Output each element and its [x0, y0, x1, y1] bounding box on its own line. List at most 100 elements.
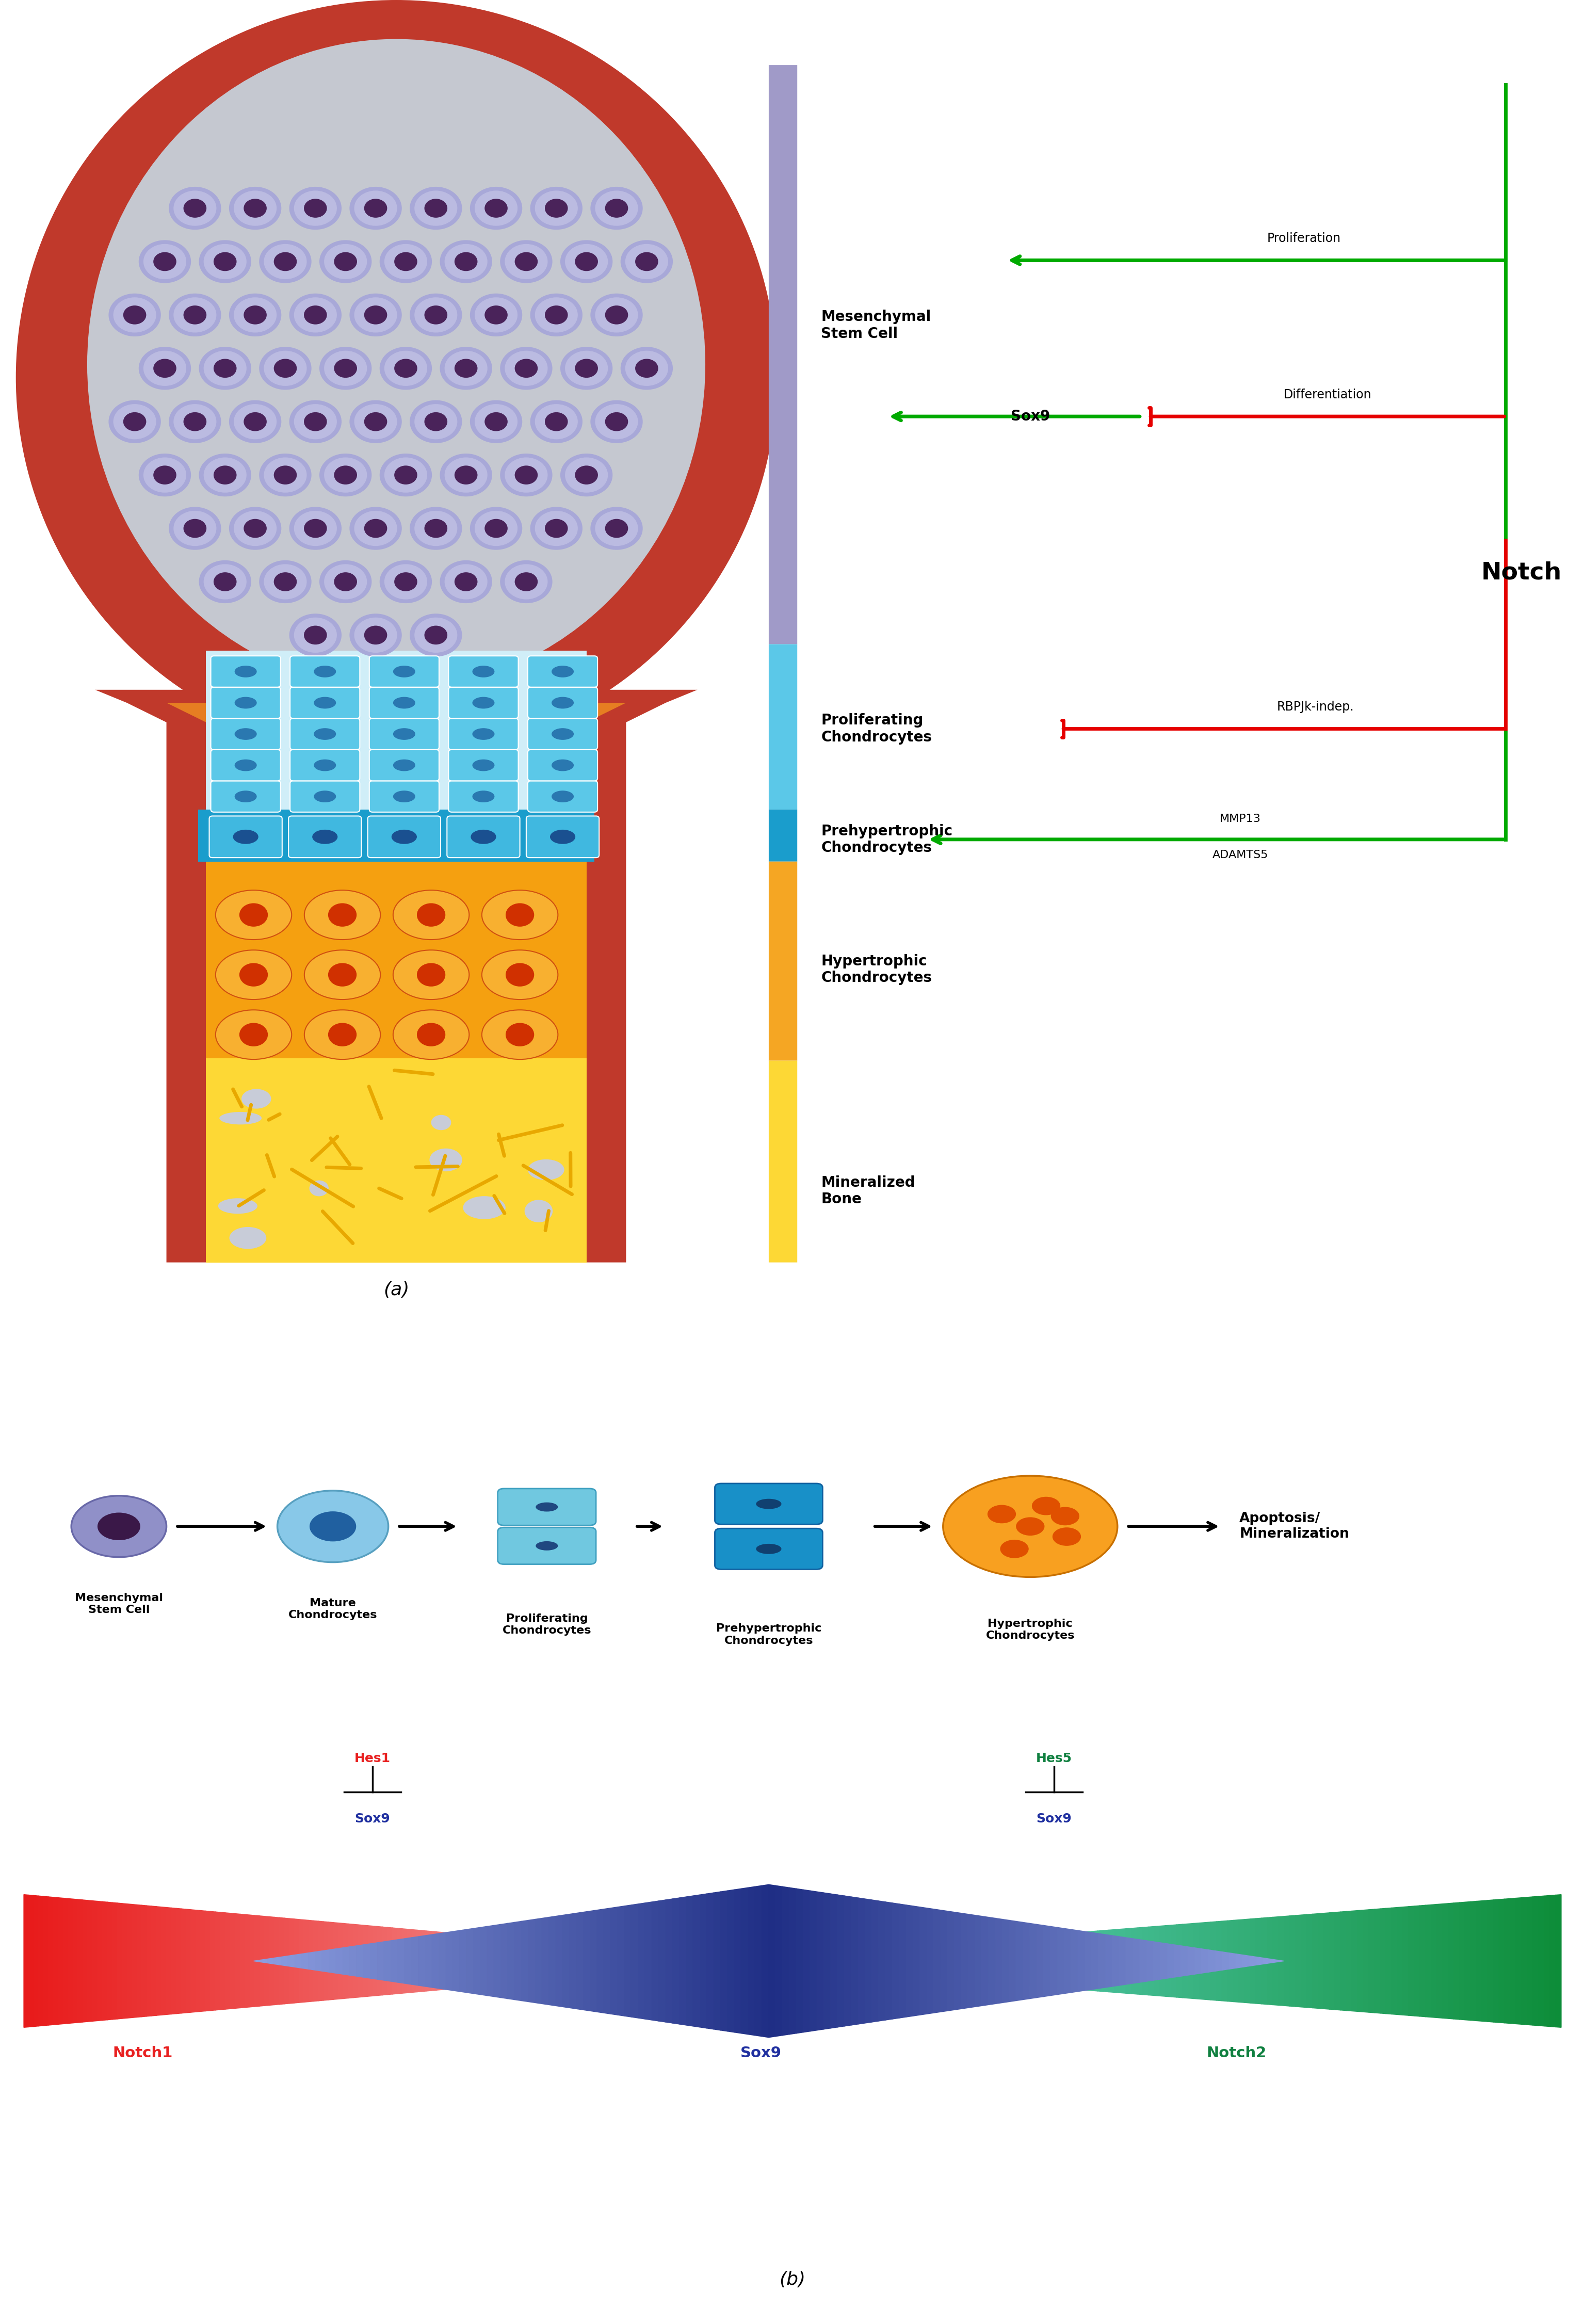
Circle shape: [441, 346, 491, 390]
Polygon shape: [1189, 1924, 1194, 1999]
FancyBboxPatch shape: [211, 781, 281, 811]
Polygon shape: [1550, 1894, 1555, 2027]
Circle shape: [328, 962, 357, 985]
Circle shape: [263, 244, 307, 279]
FancyBboxPatch shape: [369, 655, 439, 688]
Circle shape: [529, 293, 583, 337]
FancyBboxPatch shape: [449, 751, 518, 781]
Polygon shape: [29, 1894, 33, 2027]
Circle shape: [605, 518, 628, 537]
Polygon shape: [1369, 1908, 1374, 2013]
Text: Prehypertrophic
Chondrocytes: Prehypertrophic Chondrocytes: [716, 1624, 821, 1645]
Polygon shape: [672, 1952, 677, 1968]
Polygon shape: [1453, 1903, 1460, 2020]
Circle shape: [334, 358, 357, 379]
Circle shape: [334, 465, 357, 483]
Polygon shape: [113, 1903, 117, 2020]
Ellipse shape: [241, 1090, 271, 1109]
Polygon shape: [734, 1889, 742, 2034]
Polygon shape: [735, 1959, 742, 1964]
Polygon shape: [810, 1892, 816, 2031]
Polygon shape: [225, 1913, 230, 2010]
Polygon shape: [1312, 1913, 1319, 2008]
Polygon shape: [1114, 1929, 1121, 1994]
Polygon shape: [1098, 1931, 1103, 1992]
Polygon shape: [398, 1938, 404, 1982]
Polygon shape: [1187, 1948, 1195, 1975]
Polygon shape: [1460, 1901, 1465, 2020]
Text: Apoptosis/
Mineralization: Apoptosis/ Mineralization: [1239, 1513, 1349, 1541]
Circle shape: [143, 458, 187, 493]
Polygon shape: [604, 1948, 609, 1975]
Polygon shape: [762, 1885, 769, 2038]
Circle shape: [203, 351, 247, 386]
Polygon shape: [87, 1901, 92, 2022]
Text: Notch: Notch: [1482, 560, 1561, 583]
Polygon shape: [1409, 1906, 1414, 2015]
Polygon shape: [1392, 1908, 1398, 2015]
Polygon shape: [407, 1929, 412, 1994]
Circle shape: [534, 404, 579, 439]
Ellipse shape: [16, 0, 777, 755]
Circle shape: [425, 200, 447, 218]
Polygon shape: [940, 1910, 948, 2013]
Polygon shape: [539, 1941, 545, 1980]
FancyBboxPatch shape: [211, 751, 281, 781]
Circle shape: [380, 560, 431, 604]
Polygon shape: [563, 1915, 569, 2008]
Polygon shape: [1165, 1924, 1171, 1996]
Polygon shape: [919, 1908, 927, 2015]
Polygon shape: [892, 1903, 899, 2020]
Polygon shape: [967, 1941, 973, 1982]
Ellipse shape: [235, 760, 257, 772]
Polygon shape: [295, 1954, 301, 1968]
Text: Mesenchymal
Stem Cell: Mesenchymal Stem Cell: [74, 1592, 163, 1615]
Polygon shape: [1059, 1934, 1064, 1989]
FancyBboxPatch shape: [290, 688, 360, 718]
Polygon shape: [922, 1945, 929, 1978]
Circle shape: [244, 304, 266, 325]
Polygon shape: [342, 1948, 350, 1975]
Polygon shape: [1385, 1908, 1392, 2015]
Circle shape: [320, 560, 372, 604]
FancyBboxPatch shape: [211, 688, 281, 718]
Polygon shape: [574, 1945, 579, 1978]
Polygon shape: [618, 1906, 624, 2015]
Polygon shape: [1125, 1929, 1132, 1994]
FancyBboxPatch shape: [769, 65, 797, 644]
Polygon shape: [460, 1929, 466, 1992]
Polygon shape: [171, 1908, 176, 2015]
Circle shape: [545, 200, 567, 218]
Polygon shape: [157, 1906, 162, 2015]
Ellipse shape: [472, 760, 495, 772]
Polygon shape: [1482, 1901, 1488, 2022]
Polygon shape: [315, 1950, 322, 1971]
Polygon shape: [260, 1959, 268, 1964]
Circle shape: [260, 560, 311, 604]
Polygon shape: [368, 1927, 372, 1996]
Polygon shape: [594, 1945, 599, 1975]
Text: RBPJk-indep.: RBPJk-indep.: [1278, 702, 1354, 713]
Circle shape: [320, 346, 372, 390]
Circle shape: [474, 404, 518, 439]
Circle shape: [384, 351, 428, 386]
Polygon shape: [775, 1957, 781, 1966]
Ellipse shape: [393, 665, 415, 676]
Polygon shape: [731, 1959, 735, 1964]
Circle shape: [233, 297, 277, 332]
Polygon shape: [506, 1938, 510, 1985]
Polygon shape: [878, 1901, 886, 2022]
FancyBboxPatch shape: [449, 688, 518, 718]
Polygon shape: [610, 1908, 618, 2015]
Circle shape: [564, 458, 609, 493]
Circle shape: [260, 453, 311, 497]
Ellipse shape: [314, 697, 336, 709]
Polygon shape: [843, 1950, 850, 1971]
Circle shape: [328, 1023, 357, 1046]
Polygon shape: [1236, 1954, 1243, 1968]
Polygon shape: [382, 1927, 387, 1994]
Polygon shape: [851, 1896, 857, 2024]
Polygon shape: [330, 1950, 336, 1973]
Polygon shape: [837, 1894, 845, 2027]
Polygon shape: [495, 1924, 501, 1999]
